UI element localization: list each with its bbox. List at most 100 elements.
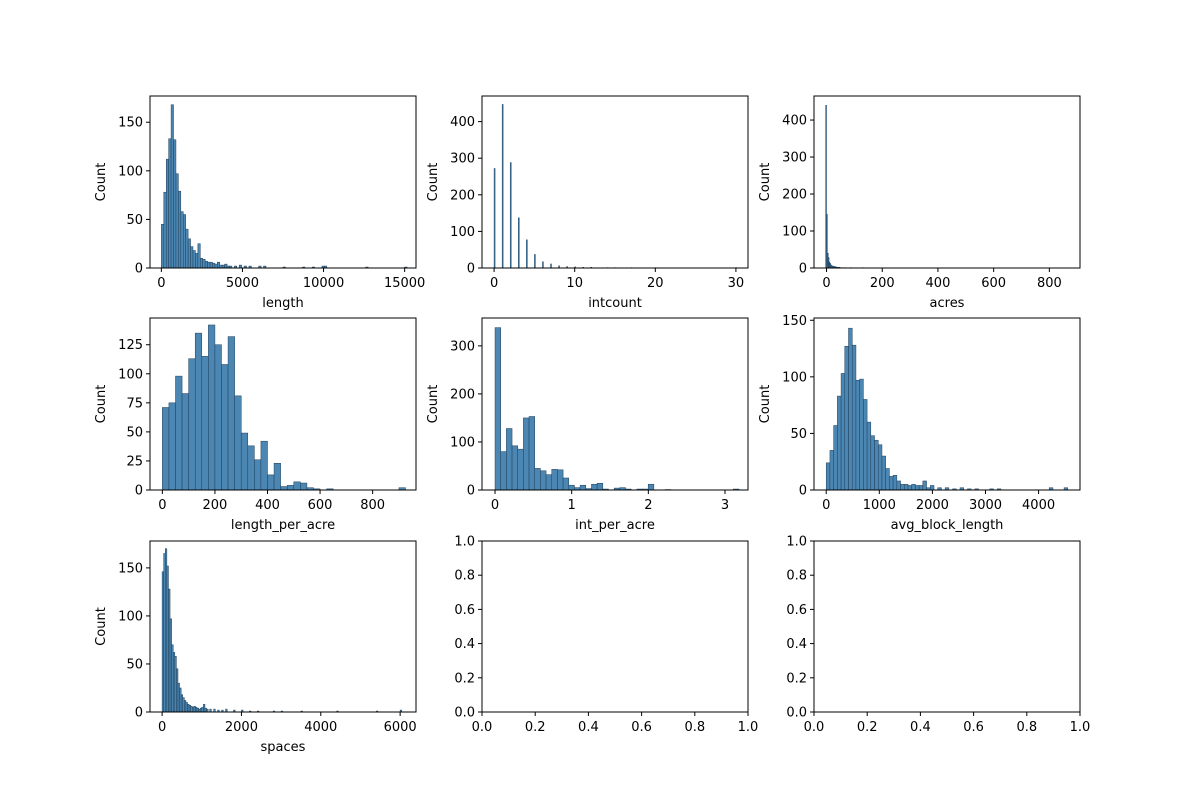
histogram-bar [833,425,838,491]
x-tick-label: 200 [870,276,895,291]
histogram-bar [517,448,524,491]
histogram-bar [201,356,209,491]
subplot-8: 0.0 0.2 0.4 0.6 0.8 1.0 0.0 0.2 0.4 0.6 0.8 1.0 [454,535,758,736]
x-tick-label: 5000 [226,276,259,291]
x-tick-label: 400 [926,276,951,291]
histogram-bar [889,476,894,491]
subplot-1: 0 5000 10000 15000 0 50 100 150 length Count [94,95,425,311]
y-tick-label: 0.0 [454,706,475,721]
histogram-bar [208,324,216,491]
x-tick-label: 30 [728,276,745,291]
histogram-bar [568,484,575,491]
axes-frame [149,317,417,491]
axes-frame [813,317,1081,491]
x-tick-label: 0.6 [631,720,652,735]
histogram-bar [501,104,504,269]
x-axis-label: int_per_acre [575,518,655,533]
histogram-bar [866,421,872,491]
histogram-bar [200,258,203,269]
histogram-bar [557,469,564,491]
y-tick-label: 75 [126,396,143,411]
histogram-bar [180,211,184,269]
histogram-bar [534,254,536,269]
y-tick-label: 50 [126,425,143,440]
histogram-bar [911,484,916,491]
y-tick-label: 0.8 [454,569,475,584]
x-tick-label: 0.8 [684,720,705,735]
x-tick-label: 10000 [303,276,344,291]
histogram-bar [900,484,905,491]
histogram-bar [591,483,598,491]
histogram-bar [227,336,235,491]
histogram-bar [280,486,288,491]
y-tick-label: 400 [450,115,475,130]
histogram-bar [165,158,169,269]
y-tick-label: 0.2 [786,671,807,686]
histogram-bar [523,417,530,491]
histogram-bar [881,455,886,491]
x-tick-label: 0 [158,498,166,513]
y-tick-label: 400 [782,114,807,129]
histogram-bar [885,468,890,491]
histogram-bar [214,344,222,491]
histogram-bar [844,346,849,491]
x-tick-label: 0.0 [804,720,825,735]
x-tick-label: 0 [491,498,499,513]
y-tick-label: 0 [799,262,807,277]
histogram-bar [173,139,177,269]
histogram-bar [190,246,194,269]
histogram-bar [293,481,301,491]
y-tick-label: 100 [782,370,807,385]
axes-frame [149,95,417,269]
histogram-bar [273,463,281,491]
x-tick-label: 0 [158,720,166,735]
histogram-bar [187,238,191,269]
y-tick-label: 150 [118,116,143,131]
histogram-bar [260,440,268,491]
histogram-bar [209,261,213,269]
x-axis-label: length_per_acre [231,518,335,533]
histogram-bar [188,358,196,491]
axes-frame [813,95,1081,269]
y-tick-label: 0 [467,484,475,499]
histogram-bar [254,459,262,491]
x-tick-label: 0.8 [1016,720,1037,735]
y-tick-label: 100 [450,435,475,450]
x-tick-label: 0 [490,276,498,291]
x-tick-label: 2000 [916,498,949,513]
histogram-bar [825,462,831,491]
y-tick-label: 300 [450,339,475,354]
subplot-9: 0.0 0.2 0.4 0.6 0.8 1.0 0.0 0.2 0.4 0.6 0.8 1.0 [786,535,1090,736]
histogram-bar [493,168,496,269]
histogram-bar [892,475,898,491]
x-tick-label: 3 [721,498,729,513]
x-tick-label: 0.2 [525,720,546,735]
histogram-bar [204,260,208,269]
histogram-bar [907,485,912,491]
histogram-bar [181,393,189,491]
axes-frame [481,540,749,713]
y-tick-label: 100 [118,164,143,179]
x-tick-label: 6000 [384,720,417,735]
histogram-bar [212,262,216,269]
histogram-bar [922,480,927,491]
x-tick-label: 10 [566,276,583,291]
histogram-bar [192,250,196,269]
histogram-bar [207,261,211,269]
y-tick-label: 300 [450,152,475,167]
y-tick-label: 200 [450,387,475,402]
x-tick-label: 0.4 [578,720,599,735]
histogram-bar [247,445,255,491]
histogram-bar [217,261,220,269]
histogram-bar [168,402,176,491]
y-tick-label: 0 [135,262,143,277]
y-tick-label: 0.8 [786,569,807,584]
histogram-bar [194,332,203,491]
x-tick-label: 1.0 [1070,720,1091,735]
y-tick-label: 0.6 [454,603,475,618]
histogram-bar [874,439,879,491]
histogram-bar [509,162,512,269]
histogram-bar [202,259,206,269]
histogram-bar [170,104,174,269]
